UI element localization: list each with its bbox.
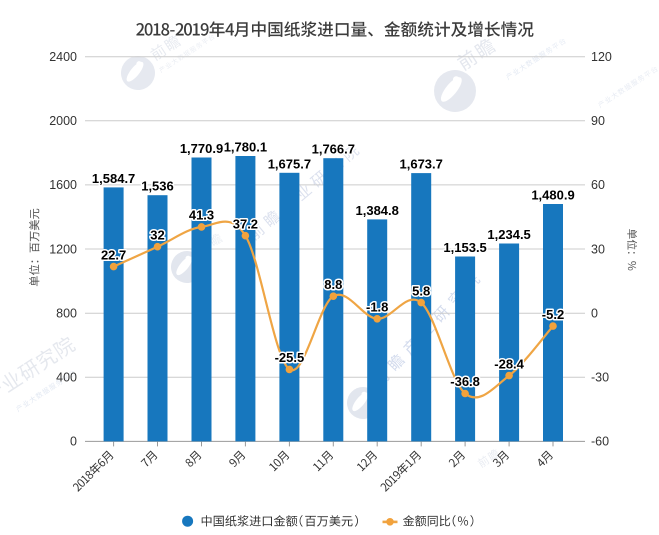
svg-text:1600: 1600 (49, 178, 77, 192)
svg-text:1200: 1200 (49, 242, 77, 256)
svg-text:-30: -30 (591, 371, 609, 385)
svg-text:1,780.1: 1,780.1 (224, 140, 267, 155)
svg-text:60: 60 (591, 178, 605, 192)
svg-text:5.8: 5.8 (412, 283, 430, 298)
svg-text:-5.2: -5.2 (542, 307, 564, 322)
svg-text:1,584.7: 1,584.7 (92, 171, 135, 186)
svg-text:1,234.5: 1,234.5 (487, 227, 530, 242)
svg-text:8.8: 8.8 (324, 277, 342, 292)
svg-text:32: 32 (150, 227, 164, 242)
svg-text:1,153.5: 1,153.5 (443, 240, 486, 255)
svg-text:90: 90 (591, 114, 605, 128)
svg-text:30: 30 (591, 242, 605, 256)
svg-text:1,536: 1,536 (141, 179, 174, 194)
svg-text:1,384.8: 1,384.8 (356, 203, 399, 218)
svg-text:1,766.7: 1,766.7 (312, 142, 355, 157)
svg-text:41.3: 41.3 (189, 208, 214, 223)
svg-text:-25.5: -25.5 (275, 350, 305, 365)
svg-text:37.2: 37.2 (233, 216, 258, 231)
svg-text:400: 400 (56, 371, 77, 385)
svg-text:-36.8: -36.8 (450, 374, 480, 389)
svg-text:0: 0 (70, 435, 77, 449)
svg-text:22.7: 22.7 (101, 247, 126, 262)
svg-text:1,675.7: 1,675.7 (268, 156, 311, 171)
svg-text:800: 800 (56, 307, 77, 321)
svg-text:0: 0 (591, 307, 598, 321)
svg-text:1,673.7: 1,673.7 (400, 157, 443, 172)
svg-text:2400: 2400 (49, 50, 77, 64)
svg-text:120: 120 (591, 50, 612, 64)
svg-text:1,480.9: 1,480.9 (531, 188, 574, 203)
svg-text:2000: 2000 (49, 114, 77, 128)
svg-text:-60: -60 (591, 435, 609, 449)
svg-text:1,770.9: 1,770.9 (180, 141, 223, 156)
svg-text:-1.8: -1.8 (366, 300, 388, 315)
svg-text:-28.4: -28.4 (494, 356, 524, 371)
